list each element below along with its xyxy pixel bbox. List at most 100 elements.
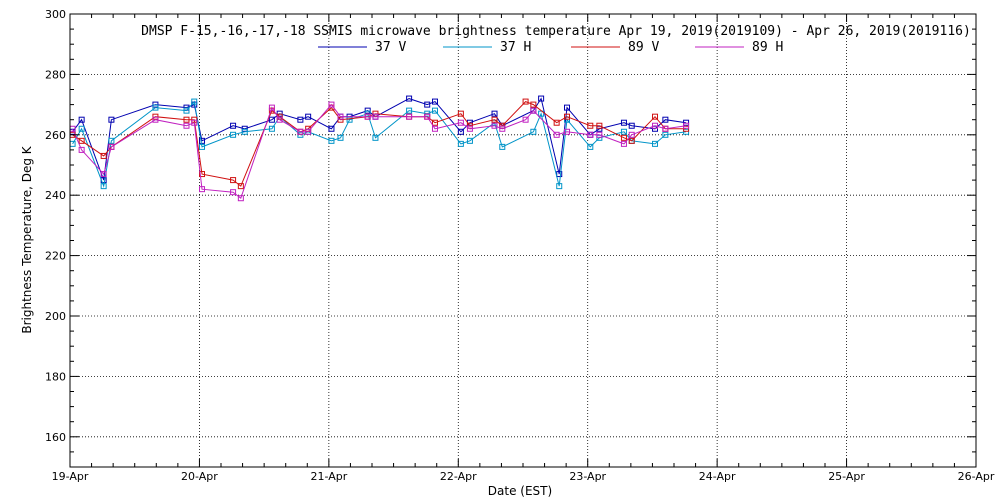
x-tick-label: 20-Apr — [181, 470, 218, 483]
data-point — [328, 125, 335, 132]
data-point — [424, 101, 431, 108]
data-point — [305, 128, 312, 135]
data-point — [199, 143, 206, 150]
data-point — [683, 122, 690, 129]
data-point — [241, 125, 248, 132]
data-point — [662, 131, 669, 138]
data-point — [491, 122, 498, 129]
data-point — [530, 101, 537, 108]
data-point — [305, 113, 312, 120]
data-point — [183, 122, 190, 129]
data-point — [152, 116, 159, 123]
data-point — [538, 95, 545, 102]
data-point — [491, 110, 498, 117]
y-tick-label: 220 — [45, 250, 66, 263]
data-point — [556, 171, 563, 178]
data-point — [372, 113, 379, 120]
data-point — [237, 195, 244, 202]
data-point — [652, 113, 659, 120]
data-point — [652, 122, 659, 129]
data-point — [564, 128, 571, 135]
data-point — [337, 134, 344, 141]
data-point — [564, 104, 571, 111]
y-axis-title: Brightness Temperature, Deg K — [20, 145, 34, 333]
data-point — [230, 131, 237, 138]
data-point — [587, 122, 594, 129]
data-point — [596, 134, 603, 141]
legend-label: 37 H — [500, 40, 531, 55]
data-point — [457, 110, 464, 117]
data-point — [406, 113, 413, 120]
data-point — [199, 186, 206, 193]
data-point — [596, 122, 603, 129]
data-point — [431, 125, 438, 132]
data-point — [564, 113, 571, 120]
series-89-h — [69, 101, 690, 202]
series-line — [72, 100, 687, 188]
y-tick-label: 160 — [45, 431, 66, 444]
data-point — [556, 183, 563, 190]
x-axis-title: Date (EST) — [488, 484, 552, 498]
data-point — [553, 131, 560, 138]
y-tick-label: 240 — [45, 189, 66, 202]
data-point — [199, 171, 206, 178]
data-point — [620, 119, 627, 126]
data-point — [466, 137, 473, 144]
data-point — [499, 122, 506, 129]
data-point — [241, 128, 248, 135]
data-point — [431, 98, 438, 105]
y-tick-label: 300 — [45, 8, 66, 21]
data-point — [276, 116, 283, 123]
data-point — [406, 95, 413, 102]
data-point — [364, 113, 371, 120]
data-point — [328, 101, 335, 108]
chart-title: DMSP F-15,-16,-17,-18 SSMIS microwave br… — [141, 24, 971, 39]
data-point — [152, 104, 159, 111]
data-point — [406, 107, 413, 114]
data-point — [466, 125, 473, 132]
data-point — [522, 116, 529, 123]
data-point — [230, 177, 237, 184]
data-point — [183, 116, 190, 123]
grid — [70, 14, 976, 467]
data-point — [530, 107, 537, 114]
data-point — [620, 128, 627, 135]
x-tick-label: 19-Apr — [52, 470, 89, 483]
data-point — [457, 128, 464, 135]
data-point — [268, 125, 275, 132]
data-point — [237, 183, 244, 190]
data-point — [268, 116, 275, 123]
x-tick-label: 25-Apr — [828, 470, 865, 483]
data-point — [662, 125, 669, 132]
data-point — [100, 171, 107, 178]
data-point — [372, 110, 379, 117]
data-point — [108, 137, 115, 144]
data-point — [152, 113, 159, 120]
data-point — [499, 125, 506, 132]
data-point — [620, 134, 627, 141]
legend-label: 37 V — [375, 40, 406, 55]
data-point — [364, 107, 371, 114]
data-point — [297, 116, 304, 123]
data-point — [628, 137, 635, 144]
data-point — [652, 125, 659, 132]
data-point — [78, 146, 85, 153]
data-point — [364, 110, 371, 117]
data-point — [628, 131, 635, 138]
data-point — [491, 116, 498, 123]
data-point — [297, 128, 304, 135]
data-point — [108, 116, 115, 123]
data-point — [662, 116, 669, 123]
x-tick-label: 22-Apr — [440, 470, 477, 483]
y-tick-label: 260 — [45, 129, 66, 142]
data-point — [652, 140, 659, 147]
data-point — [499, 143, 506, 150]
data-point — [522, 98, 529, 105]
series-layer — [69, 95, 690, 202]
data-point — [587, 131, 594, 138]
series-line — [72, 103, 687, 200]
data-point — [530, 128, 537, 135]
data-point — [431, 119, 438, 126]
series-line — [72, 101, 687, 187]
